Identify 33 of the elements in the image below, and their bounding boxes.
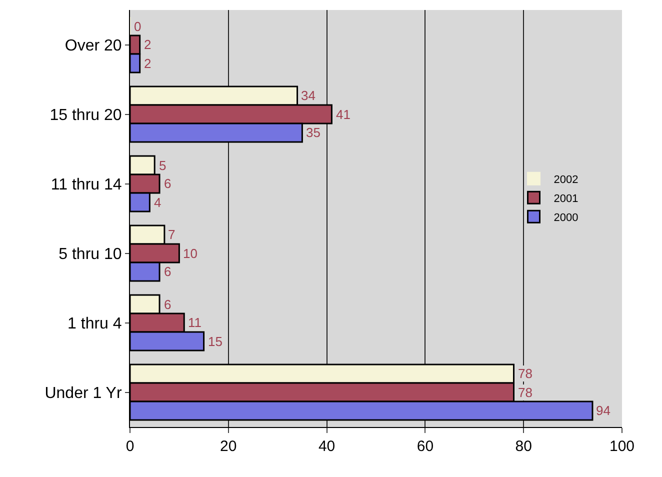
y-tick-label: 15 thru 20 — [50, 106, 122, 124]
y-tick-label: 11 thru 14 — [50, 176, 122, 194]
legend-label: 2002 — [554, 174, 578, 186]
data-label: 6 — [164, 176, 172, 191]
x-tick-label: 20 — [220, 438, 237, 455]
data-label: 94 — [596, 403, 610, 418]
data-label: 78 — [518, 385, 532, 400]
data-label: 0 — [134, 19, 142, 34]
data-label: 35 — [306, 125, 320, 140]
legend-label: 2000 — [554, 212, 578, 224]
x-tick-label: 80 — [515, 438, 532, 455]
data-label: 11 — [188, 315, 202, 330]
data-label: 10 — [183, 246, 198, 261]
data-label: 41 — [336, 107, 350, 122]
data-label: 7 — [168, 227, 176, 242]
legend-label: 2001 — [554, 192, 578, 205]
x-tick-label: 60 — [416, 438, 434, 455]
data-label: 6 — [164, 297, 172, 312]
data-label: 6 — [164, 264, 172, 279]
x-tick-label: 100 — [609, 438, 635, 455]
data-label: 5 — [159, 158, 166, 173]
data-label: 2 — [144, 37, 152, 52]
data-label: 2 — [144, 56, 152, 71]
y-tick-label: Over 20 — [64, 37, 122, 54]
data-label: 4 — [154, 195, 162, 210]
x-tick-label: 0 — [126, 438, 134, 455]
x-tick-label: 40 — [318, 438, 336, 455]
y-tick-label: Under 1 Yr — [44, 384, 122, 402]
y-tick-label: 1 thru 4 — [68, 315, 122, 332]
data-label: 34 — [301, 88, 316, 103]
y-tick-label: 5 thru 10 — [58, 246, 122, 263]
data-label: 15 — [208, 334, 222, 349]
data-label: 78 — [518, 366, 532, 381]
